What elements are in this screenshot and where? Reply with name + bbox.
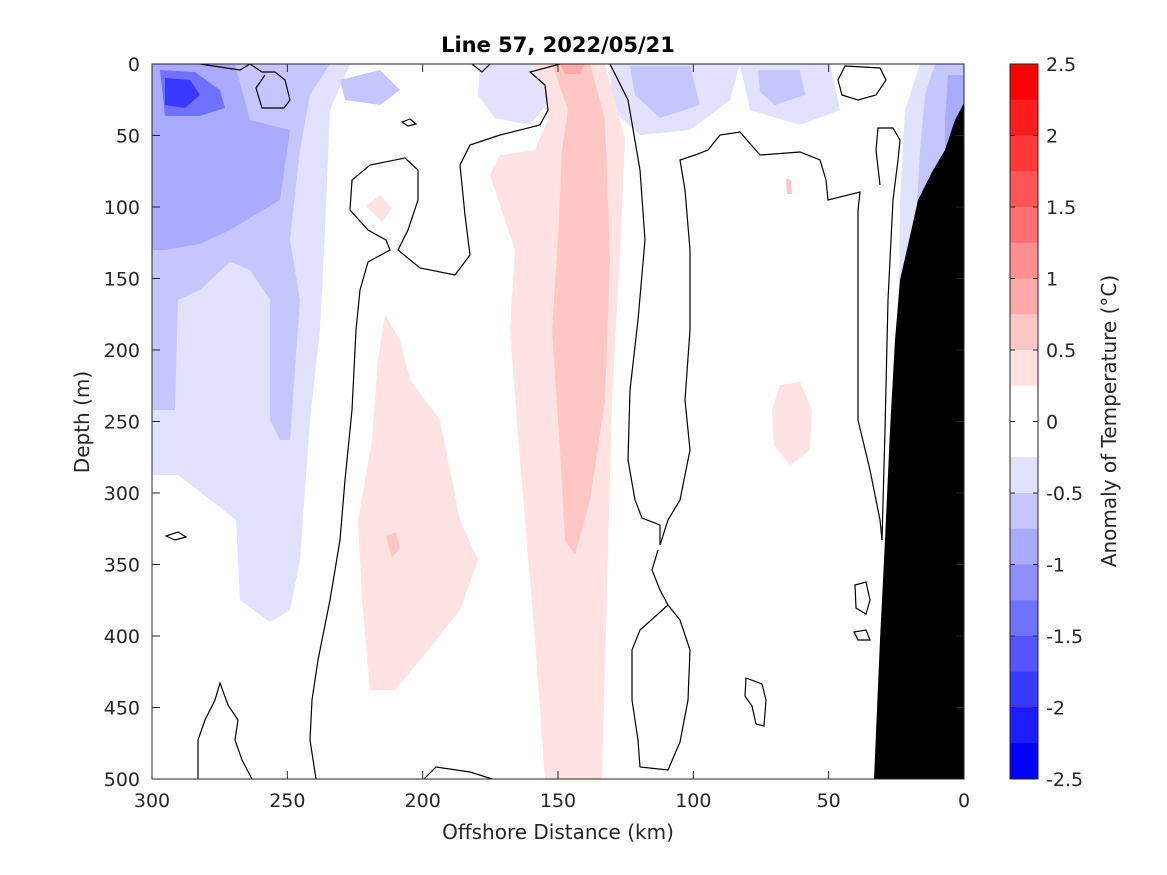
colorbar-segment bbox=[1010, 385, 1038, 422]
contour-7 bbox=[249, 64, 291, 109]
contour-10 bbox=[471, 64, 491, 73]
y-tick-label: 450 bbox=[104, 698, 140, 720]
y-tick-label: 300 bbox=[104, 483, 140, 505]
contour-2 bbox=[309, 64, 561, 779]
warm-patch-deep bbox=[772, 382, 812, 465]
cool-patch-2 bbox=[478, 64, 550, 125]
colorbar-segment bbox=[1010, 528, 1038, 565]
colorbar-tick-label: -2 bbox=[1046, 698, 1065, 720]
warm-patch-small-1 bbox=[386, 532, 400, 558]
x-tick-label: 100 bbox=[675, 790, 711, 812]
y-tick-label: 50 bbox=[116, 126, 140, 148]
colorbar-segment bbox=[1010, 135, 1038, 172]
colorbar-segment bbox=[1010, 707, 1038, 744]
cool-patch-1 bbox=[340, 70, 400, 105]
contour-6 bbox=[875, 127, 901, 541]
y-tick-label: 250 bbox=[104, 412, 140, 434]
colorbar-segment bbox=[1010, 671, 1038, 708]
y-tick-label: 150 bbox=[104, 269, 140, 291]
x-axis-label: Offshore Distance (km) bbox=[442, 820, 674, 844]
plot-area bbox=[152, 64, 964, 779]
colorbar-tick-label: 1.5 bbox=[1046, 197, 1076, 219]
colorbar-ticks: 2.5 2 1.5 1 0.5 0 -0.5 -1 -1.5 -2 -2.5 bbox=[1010, 54, 1083, 791]
y-tick-label: 350 bbox=[104, 555, 140, 577]
bathymetry-seafloor bbox=[874, 103, 964, 779]
x-tick-label: 200 bbox=[405, 790, 441, 812]
colorbar-segment bbox=[1010, 493, 1038, 530]
colorbar-segment bbox=[1010, 636, 1038, 673]
colorbar-segment bbox=[1010, 457, 1038, 494]
warm-patch-small-2 bbox=[366, 195, 392, 222]
y-axis-label: Depth (m) bbox=[70, 371, 94, 473]
colorbar-tick-label: 2 bbox=[1046, 126, 1058, 148]
colorbar-segment bbox=[1010, 171, 1038, 208]
colorbar-tick-label: 0.5 bbox=[1046, 340, 1076, 362]
x-tick-label: 150 bbox=[540, 790, 576, 812]
y-tick-label: 200 bbox=[104, 340, 140, 362]
y-axis-ticks: 0 50 100 150 200 250 300 350 400 450 500 bbox=[104, 54, 964, 791]
contour-3 bbox=[609, 64, 661, 545]
colorbar-segment bbox=[1010, 64, 1038, 101]
contour-8 bbox=[837, 65, 887, 101]
colorbar-label: Anomaly of Temperature (°C) bbox=[1097, 275, 1121, 567]
x-tick-label: 300 bbox=[134, 790, 170, 812]
x-axis-ticks: 300 250 200 150 100 50 0 bbox=[134, 64, 970, 812]
x-tick-label: 250 bbox=[269, 790, 305, 812]
colorbar-segment bbox=[1010, 421, 1038, 458]
warm-tongue bbox=[358, 315, 478, 690]
y-tick-label: 400 bbox=[104, 626, 140, 648]
colorbar-tick-label: -1.5 bbox=[1046, 626, 1083, 648]
colorbar-segment bbox=[1010, 278, 1038, 315]
colorbar-segment bbox=[1010, 564, 1038, 601]
cool-region-core-inner bbox=[165, 78, 200, 108]
colorbar-segment bbox=[1010, 242, 1038, 279]
cool-patch-6 bbox=[758, 70, 805, 105]
cool-patch-4 bbox=[630, 66, 700, 118]
colorbar-tick-label: 1 bbox=[1046, 269, 1058, 291]
y-tick-label: 500 bbox=[104, 769, 140, 791]
y-tick-label: 100 bbox=[104, 197, 140, 219]
contour-5 bbox=[659, 131, 883, 546]
colorbar-segment bbox=[1010, 743, 1038, 780]
chart-title: Line 57, 2022/05/21 bbox=[441, 33, 675, 57]
colorbar-segment bbox=[1010, 207, 1038, 244]
warm-core-top bbox=[560, 64, 585, 74]
colorbar-tick-label: -0.5 bbox=[1046, 483, 1083, 505]
colorbar-segment bbox=[1010, 350, 1038, 387]
warm-core-inner bbox=[552, 64, 610, 555]
colorbar bbox=[1009, 63, 1039, 780]
contour-15 bbox=[744, 677, 767, 727]
contour-4 bbox=[631, 549, 691, 771]
colorbar-segment bbox=[1010, 314, 1038, 351]
colorbar-segment bbox=[1010, 600, 1038, 637]
colorbar-tick-label: 2.5 bbox=[1046, 54, 1076, 76]
x-tick-label: 50 bbox=[817, 790, 841, 812]
warm-dot-nearshore bbox=[786, 178, 792, 194]
contour-11 bbox=[400, 118, 418, 127]
colorbar-segment bbox=[1010, 99, 1038, 136]
contour-14 bbox=[853, 629, 871, 641]
y-tick-label: 0 bbox=[128, 54, 140, 76]
contour-9 bbox=[199, 64, 251, 71]
contour-16 bbox=[423, 766, 493, 779]
colorbar-tick-label: -1 bbox=[1046, 555, 1065, 577]
contour-13 bbox=[854, 581, 871, 615]
contour-12 bbox=[164, 531, 188, 541]
x-tick-label: 0 bbox=[958, 790, 970, 812]
contour-1 bbox=[197, 681, 253, 779]
zero-contours bbox=[164, 64, 901, 779]
colorbar-tick-label: 0 bbox=[1046, 412, 1058, 434]
colorbar-tick-label: -2.5 bbox=[1046, 769, 1083, 791]
